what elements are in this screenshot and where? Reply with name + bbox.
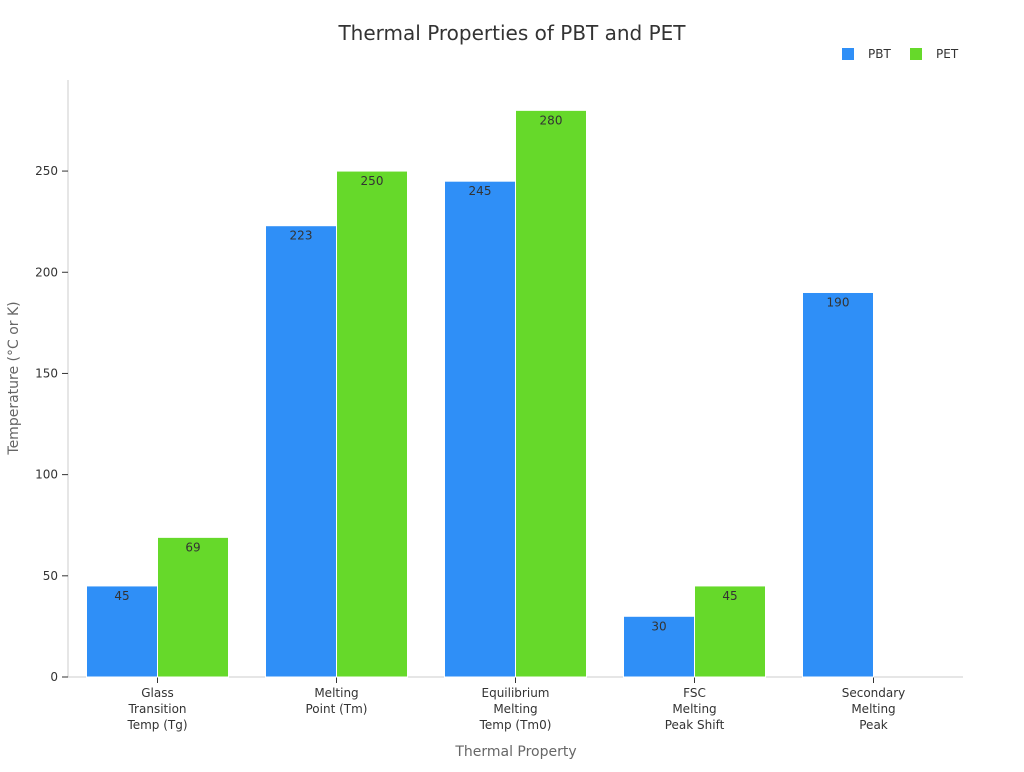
x-axis: Glass Transition Temp (Tg) Melting Point (Tm… [68, 676, 963, 732]
data-labels: 45 69 223 250 245 280 30 45 190 [114, 113, 849, 633]
x-tick-label: Peak [859, 718, 888, 732]
x-tick-label: Melting [493, 702, 537, 716]
bar-pet [694, 585, 766, 678]
x-tick-label: Melting [314, 686, 358, 700]
y-tick-label: 50 [43, 569, 58, 583]
y-tick-label: 150 [35, 366, 58, 380]
bar-pet [157, 536, 229, 678]
x-tick-label: Transition [127, 702, 186, 716]
x-tick-label: Melting [851, 702, 895, 716]
x-tick-label: Equilibrium [482, 686, 550, 700]
data-label: 30 [651, 619, 666, 633]
bar-pbt [802, 291, 874, 678]
x-tick-label: Glass [141, 686, 174, 700]
bar-pet [336, 170, 408, 678]
legend-swatch-pbt [842, 48, 854, 60]
legend-swatch-pet [910, 48, 922, 60]
data-label: 69 [185, 540, 200, 554]
x-tick-label: Secondary [842, 686, 906, 700]
y-tick-label: 100 [35, 468, 58, 482]
data-label: 223 [290, 229, 313, 243]
y-tick-label: 200 [35, 265, 58, 279]
data-label: 250 [361, 174, 384, 188]
data-label: 190 [827, 295, 850, 309]
bar-pbt [265, 225, 337, 678]
x-tick-label: Melting [672, 702, 716, 716]
y-axis-label: Temperature (°C or K) [6, 301, 22, 455]
bars [86, 109, 874, 678]
x-axis-label: Thermal Property [454, 744, 576, 760]
data-label: 280 [540, 113, 563, 127]
legend-label-pbt: PBT [868, 47, 891, 61]
legend: PBT PET [842, 47, 959, 61]
y-tick-label: 250 [35, 164, 58, 178]
x-tick-label: FSC [683, 686, 706, 700]
bar-pbt [86, 585, 158, 678]
data-label: 245 [469, 184, 492, 198]
bar-pbt [623, 615, 695, 678]
legend-label-pet: PET [936, 47, 959, 61]
y-axis: 0 50 100 150 200 250 [35, 80, 69, 684]
chart-title: Thermal Properties of PBT and PET [337, 21, 686, 45]
bar-pbt [444, 180, 516, 678]
x-tick-label: Peak Shift [665, 718, 725, 732]
x-tick-label: Temp (Tm0) [479, 718, 552, 732]
y-tick-label: 0 [50, 670, 58, 684]
data-label: 45 [114, 589, 129, 603]
bar-pet [515, 109, 587, 678]
x-tick-label: Temp (Tg) [126, 718, 187, 732]
data-label: 45 [722, 589, 737, 603]
x-tick-label: Point (Tm) [306, 702, 368, 716]
